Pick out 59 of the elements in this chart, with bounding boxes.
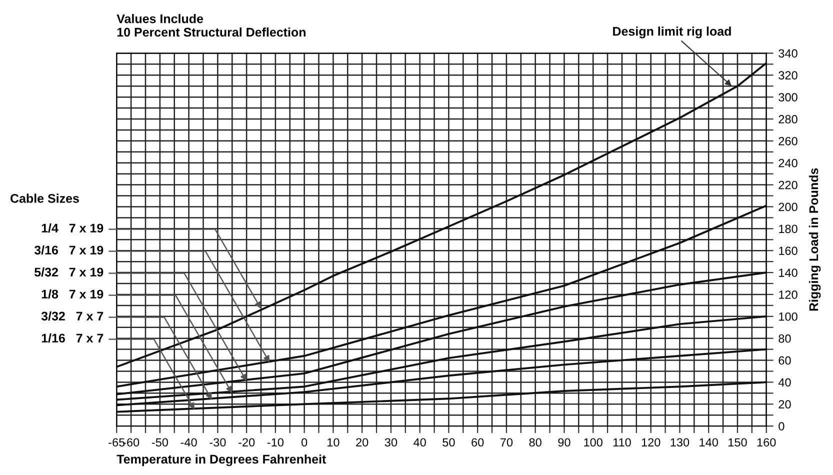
annotation: Design limit rig load bbox=[613, 26, 731, 38]
x-tick-label: -30 bbox=[210, 438, 226, 447]
x-tick-label: 10 bbox=[328, 438, 340, 447]
y-tick-label: 160 bbox=[779, 246, 798, 255]
x-tick-label: -60 bbox=[123, 438, 140, 447]
y-tick-label: 80 bbox=[778, 334, 791, 343]
y-tick-label: 280 bbox=[778, 115, 798, 124]
y-axis-title: Rigging Load in Pounds bbox=[808, 168, 821, 311]
annotation: 1/4 7 x 19 bbox=[42, 223, 104, 233]
chart-title: Values Include 10 Percent Structural Deflection bbox=[116, 14, 306, 37]
line-series bbox=[116, 272, 766, 396]
x-tick-label: 80 bbox=[529, 438, 542, 447]
x-tick-label: -40 bbox=[180, 438, 197, 447]
y-tick-label: 240 bbox=[778, 158, 798, 168]
x-tick-label: 130 bbox=[670, 438, 690, 447]
x-tick-label: 60 bbox=[472, 438, 484, 447]
line-series bbox=[116, 62, 766, 368]
x-tick-label: 0 bbox=[302, 438, 308, 447]
annotation: 3/32 7 x 7 bbox=[41, 311, 104, 321]
x-tick-label: -20 bbox=[238, 438, 255, 447]
y-tick-label: 300 bbox=[778, 93, 798, 102]
x-tick-label: -65 bbox=[108, 438, 125, 447]
annotation: 1/8 7 x 19 bbox=[42, 289, 104, 299]
y-tick-label: 60 bbox=[778, 356, 791, 365]
y-tick-label: 140 bbox=[779, 268, 798, 277]
x-tick-label: 150 bbox=[728, 438, 747, 447]
x-tick-label: -50 bbox=[152, 438, 168, 447]
x-tick-label: 50 bbox=[442, 438, 455, 447]
line-series bbox=[116, 315, 766, 401]
line-series bbox=[116, 381, 766, 413]
annotation: 3/16 7 x 19 bbox=[34, 245, 104, 255]
y-tick-label: 120 bbox=[779, 290, 798, 299]
annotation: 1/16 7 x 7 bbox=[42, 333, 104, 343]
y-tick-label: 340 bbox=[778, 49, 798, 58]
y-tick-label: 200 bbox=[778, 202, 798, 212]
y-tick-label: 0 bbox=[778, 422, 784, 430]
x-tick-label: 120 bbox=[642, 438, 660, 447]
x-tick-label: 30 bbox=[384, 438, 398, 447]
y-tick-label: 40 bbox=[778, 378, 791, 387]
x-tick-label: 160 bbox=[757, 438, 776, 447]
x-tick-label: 70 bbox=[500, 438, 513, 447]
x-tick-label: -10 bbox=[267, 438, 284, 447]
x-tick-label: 100 bbox=[584, 438, 602, 447]
y-tick-label: 260 bbox=[778, 136, 798, 146]
y-tick-label: 180 bbox=[779, 224, 798, 234]
y-tick-label: 20 bbox=[778, 400, 791, 409]
line-series bbox=[116, 348, 766, 406]
x-tick-label: 40 bbox=[414, 438, 426, 447]
x-axis-title: Temperature in Degrees Fahrenheit bbox=[116, 454, 326, 466]
y-tick-label: 220 bbox=[778, 180, 798, 190]
x-tick-label: 90 bbox=[558, 438, 570, 447]
x-tick-label: 20 bbox=[356, 438, 368, 447]
x-tick-label: 140 bbox=[700, 438, 718, 447]
annotation: 5/32 7 x 19 bbox=[34, 267, 104, 277]
text: Cable Sizes bbox=[10, 194, 79, 203]
y-tick-label: 100 bbox=[779, 312, 798, 321]
x-tick-label: 110 bbox=[613, 438, 631, 447]
line-series bbox=[116, 204, 766, 388]
y-tick-label: 320 bbox=[778, 71, 798, 80]
